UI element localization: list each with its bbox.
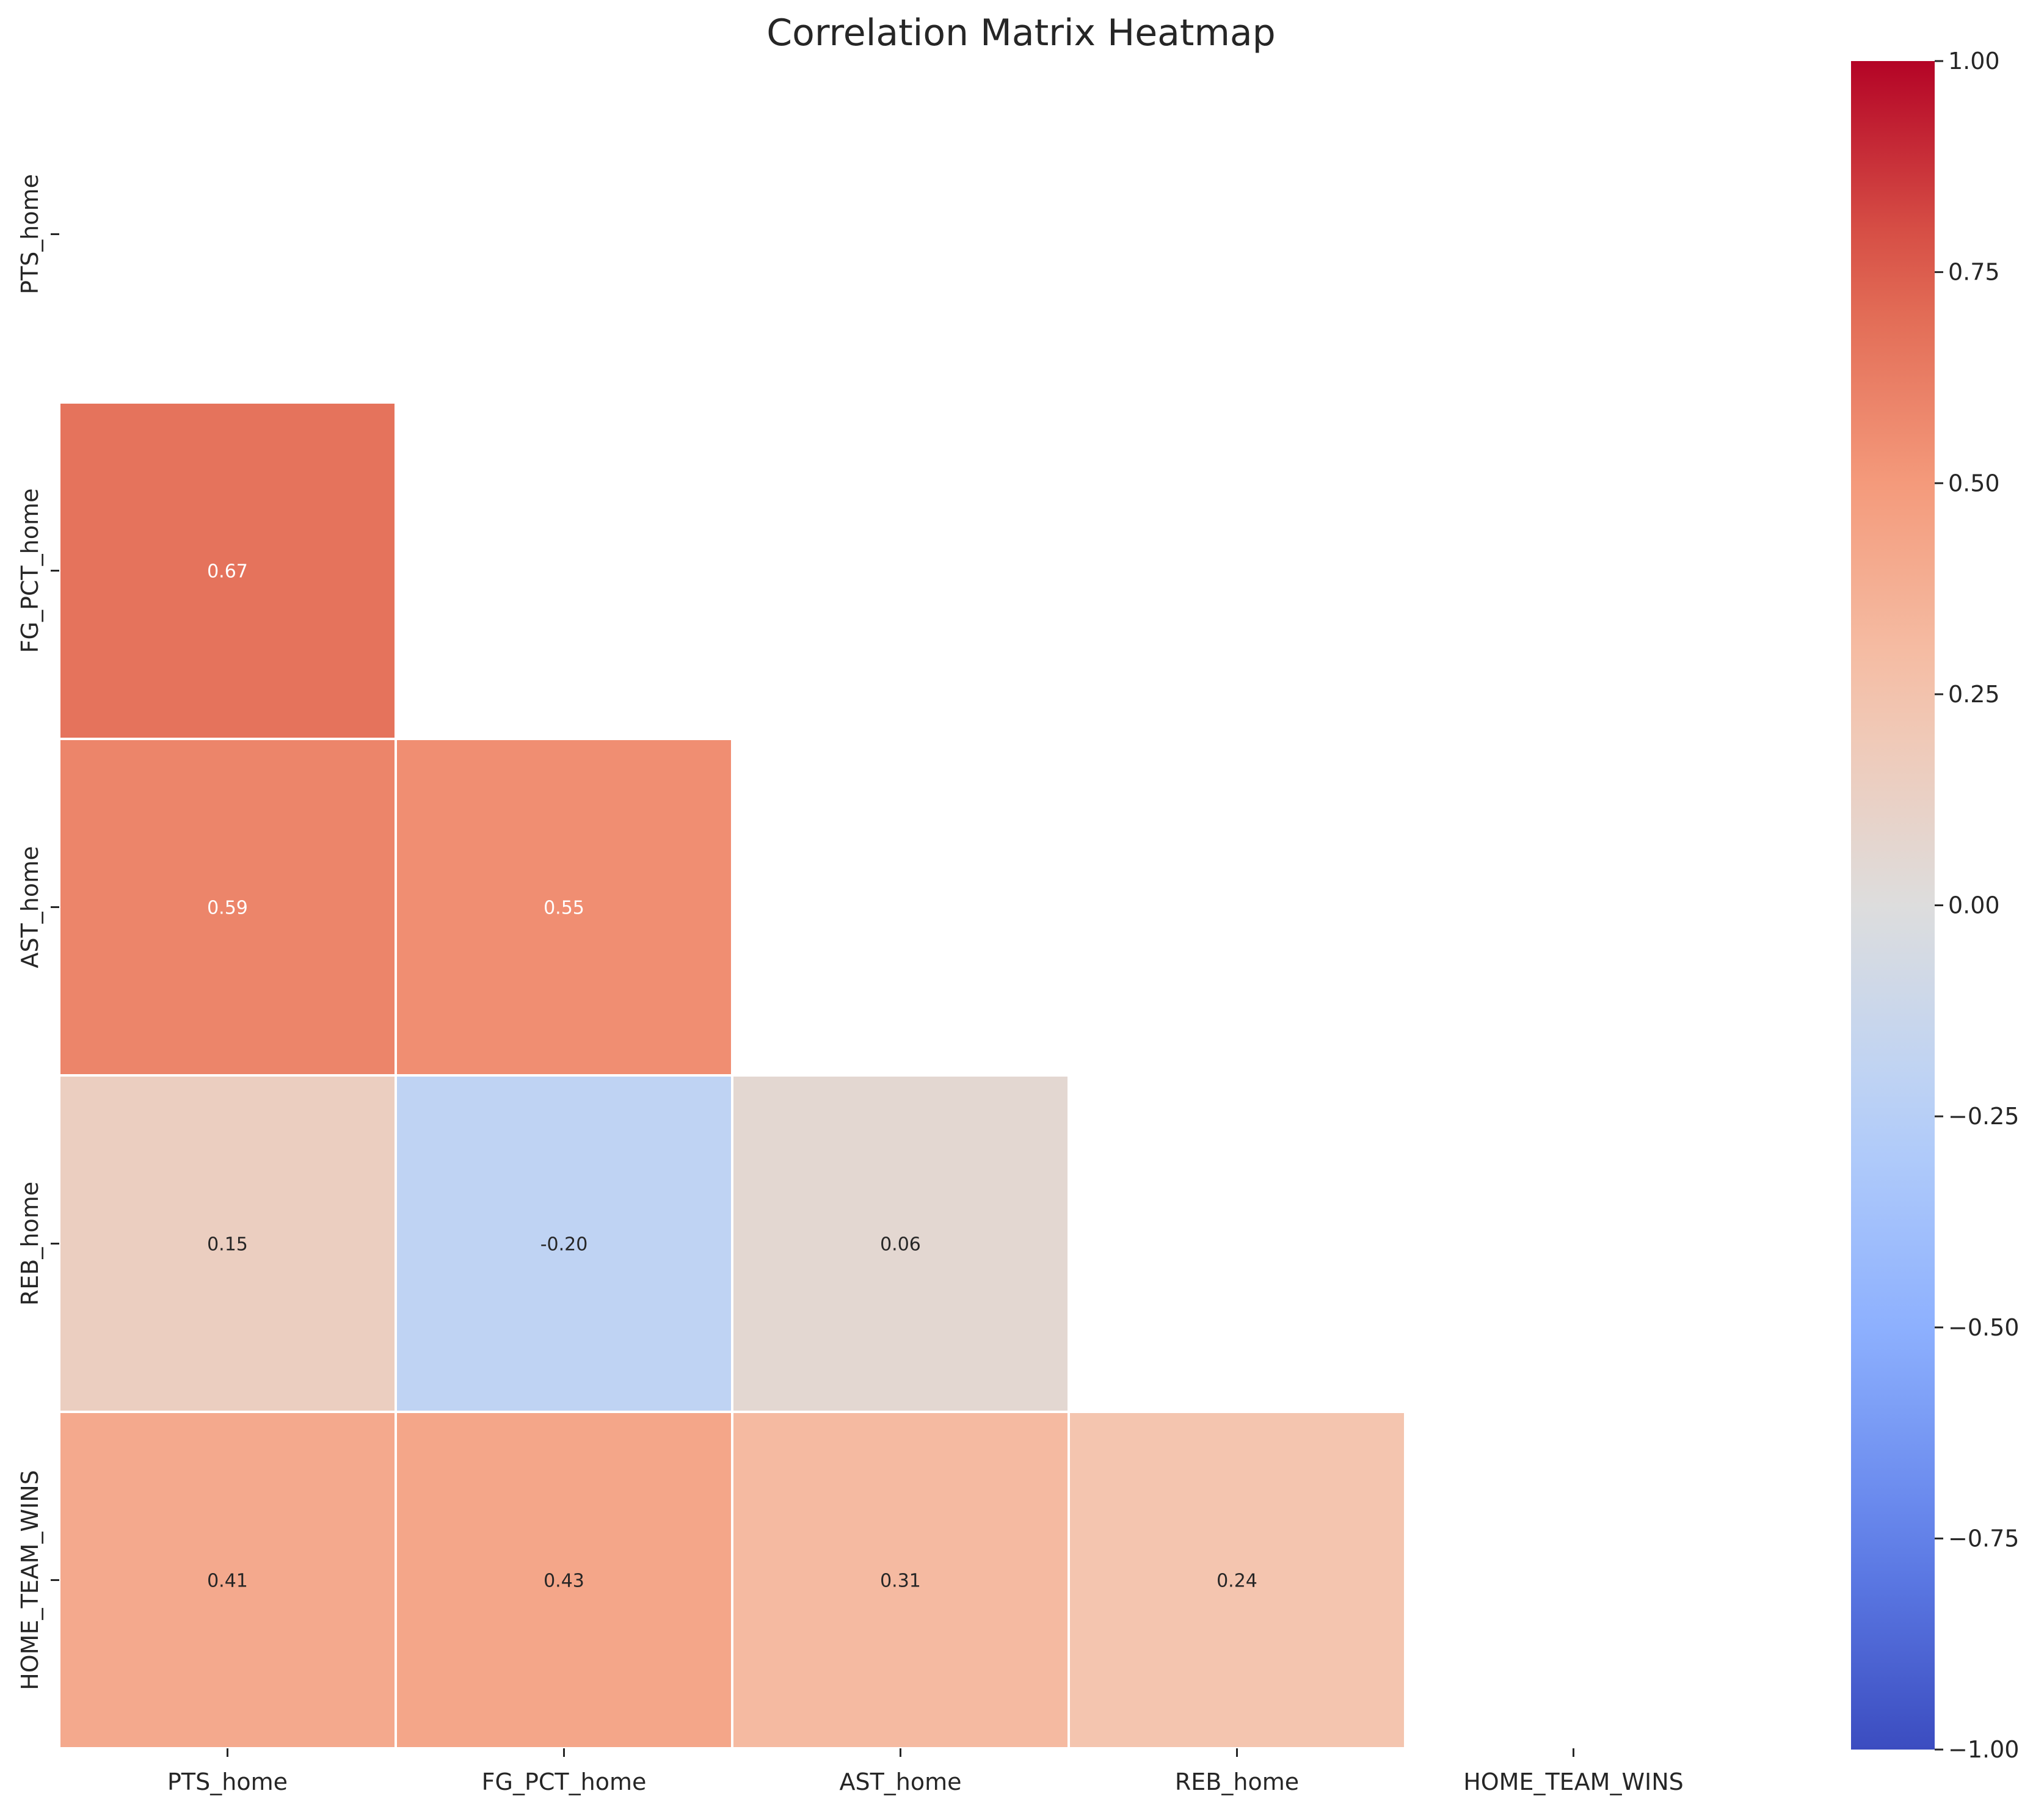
heatmap-cell bbox=[395, 1074, 733, 1413]
y-tick-label: FG_PCT_home bbox=[16, 489, 43, 653]
cell-value-label: 0.67 bbox=[207, 561, 248, 583]
cell-value-label: -0.20 bbox=[540, 1234, 588, 1256]
y-tick-label: HOME_TEAM_WINS bbox=[16, 1470, 43, 1690]
colorbar-tick-label: −0.25 bbox=[1948, 1103, 2019, 1130]
x-tick-label: FG_PCT_home bbox=[482, 1768, 647, 1795]
heatmap-cell bbox=[58, 738, 397, 1077]
colorbar-tick-label: 0.25 bbox=[1948, 681, 2000, 708]
colorbar-gradient bbox=[1851, 61, 1935, 1750]
x-tick-label: HOME_TEAM_WINS bbox=[1463, 1768, 1684, 1795]
heatmap-cell bbox=[58, 1074, 397, 1413]
y-tick-label: AST_home bbox=[16, 846, 43, 968]
cell-value-label: 0.24 bbox=[1217, 1571, 1257, 1592]
heatmap-cell bbox=[395, 1411, 733, 1750]
cell-value-label: 0.15 bbox=[207, 1234, 248, 1256]
cell-value-label: 0.55 bbox=[544, 898, 584, 919]
colorbar-tick-label: 0.50 bbox=[1948, 470, 2000, 496]
y-tick-label: REB_home bbox=[16, 1182, 43, 1306]
x-tick-label: PTS_home bbox=[167, 1768, 288, 1795]
x-tick-label: REB_home bbox=[1175, 1768, 1299, 1795]
colorbar-tick-label: 0.75 bbox=[1948, 259, 2000, 286]
heatmap-cell bbox=[58, 401, 397, 740]
heatmap-cell bbox=[395, 738, 733, 1077]
cell-value-label: 0.59 bbox=[207, 898, 248, 919]
y-tick-label: PTS_home bbox=[16, 174, 43, 294]
heatmap-cell bbox=[731, 1074, 1070, 1413]
colorbar-tick-label: −1.00 bbox=[1948, 1736, 2019, 1763]
heatmap-cells: 0.67 0.59 0.55 0.15 -0.20 0.06 0.41 0.43 0.31 0.2… bbox=[58, 401, 1406, 1750]
chart-title: Correlation Matrix Heatmap bbox=[766, 12, 1276, 54]
x-tick-label: AST_home bbox=[839, 1768, 961, 1795]
cell-value-label: 0.43 bbox=[544, 1571, 584, 1592]
cell-value-label: 0.31 bbox=[880, 1571, 921, 1592]
cell-value-label: 0.41 bbox=[207, 1571, 248, 1592]
colorbar-tick-label: −0.75 bbox=[1948, 1525, 2019, 1552]
heatmap-cell bbox=[1067, 1411, 1406, 1750]
x-axis-ticks: PTS_home FG_PCT_home AST_home REB_home HOME_… bbox=[167, 1748, 1684, 1795]
cell-value-label: 0.06 bbox=[880, 1234, 921, 1256]
colorbar-tick-label: 1.00 bbox=[1948, 48, 2000, 75]
colorbar-tick-label: 0.00 bbox=[1948, 892, 2000, 919]
colorbar-tick-label: −0.50 bbox=[1948, 1314, 2019, 1341]
y-axis-ticks: PTS_home FG_PCT_home AST_home REB_home HOME_… bbox=[16, 174, 59, 1690]
colorbar: 1.00 0.75 0.50 0.25 0.00 −0.25 −0.50 −0.75 −1.00 bbox=[1851, 48, 2019, 1763]
